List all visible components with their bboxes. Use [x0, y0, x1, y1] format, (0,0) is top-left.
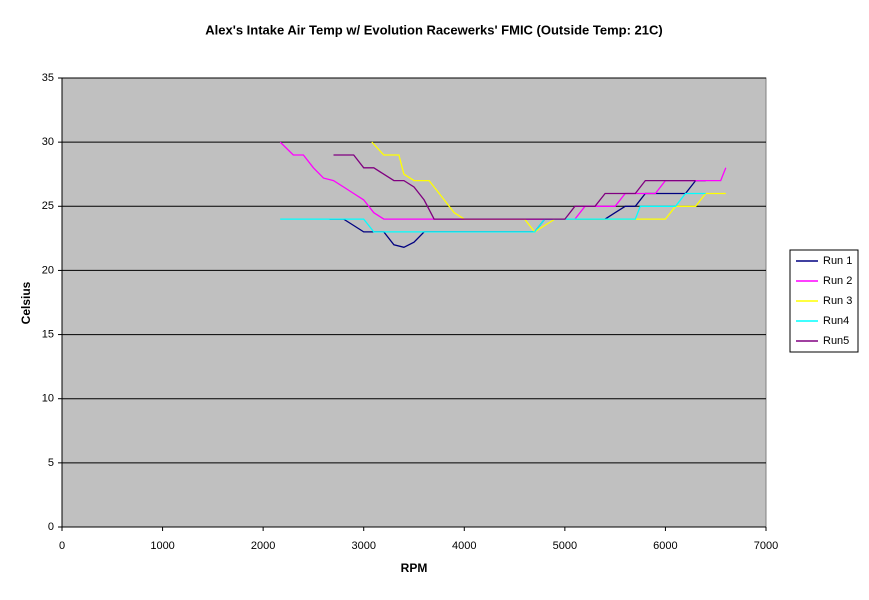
chart-title: Alex's Intake Air Temp w/ Evolution Race…: [205, 22, 662, 37]
legend-label: Run 3: [823, 295, 852, 307]
x-tick-label: 7000: [754, 540, 778, 552]
x-tick-label: 4000: [452, 540, 476, 552]
y-tick-label: 35: [42, 72, 54, 84]
line-series: [280, 192, 706, 233]
y-tick-label: 20: [42, 264, 54, 276]
legend-label: Run 2: [823, 275, 852, 287]
y-axis-label: Celsius: [19, 281, 33, 324]
line-series: [279, 141, 727, 220]
y-tick-label: 25: [42, 200, 54, 212]
legend-label: Run5: [823, 335, 849, 347]
y-tick-label: 30: [42, 136, 54, 148]
x-tick-label: 6000: [653, 540, 677, 552]
line-series: [333, 154, 696, 220]
y-tick-label: 5: [48, 457, 54, 469]
legend-label: Run 1: [823, 255, 852, 267]
x-axis-label: RPM: [401, 561, 428, 575]
y-tick-label: 0: [48, 521, 54, 533]
x-tick-label: 1000: [150, 540, 174, 552]
x-tick-label: 0: [59, 540, 65, 552]
y-tick-label: 10: [42, 393, 54, 405]
y-tick-label: 15: [42, 328, 54, 340]
plot-area: [61, 77, 767, 528]
legend-label: Run4: [823, 315, 849, 327]
x-tick-label: 5000: [553, 540, 577, 552]
x-tick-label: 3000: [351, 540, 375, 552]
x-tick-label: 2000: [251, 540, 275, 552]
